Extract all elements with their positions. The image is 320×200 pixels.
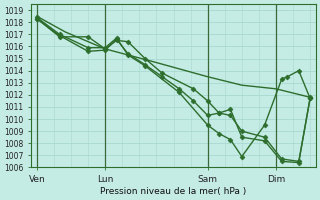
X-axis label: Pression niveau de la mer( hPa ): Pression niveau de la mer( hPa ) [100,187,247,196]
